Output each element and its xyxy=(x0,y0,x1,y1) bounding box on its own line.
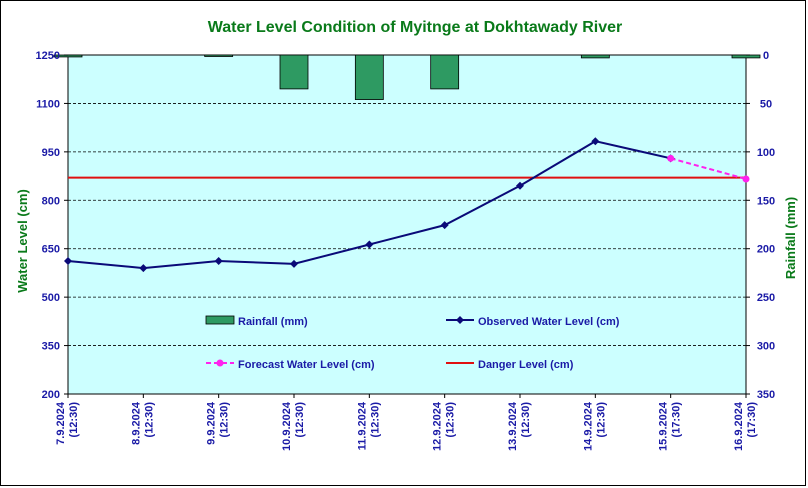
x-tick-time-7: (12:30) xyxy=(595,402,607,438)
x-tick-time-3: (12:30) xyxy=(294,402,306,438)
left-tick-label-800: 800 xyxy=(42,195,60,207)
water-level-lines xyxy=(64,137,750,273)
rainfall-bars xyxy=(53,54,761,100)
x-tick-date-7: 14.9.2024 xyxy=(582,401,594,451)
left-axis-title: Water Level (cm) xyxy=(15,189,30,293)
x-tick-date-5: 12.9.2024 xyxy=(432,401,444,451)
legend-forecast-marker xyxy=(216,359,224,367)
right-tick-label-200: 200 xyxy=(757,244,775,256)
x-tick-time-9: (17:30) xyxy=(746,402,758,438)
rainfall-bar-5 xyxy=(430,54,460,90)
left-tick-label-950: 950 xyxy=(42,147,60,159)
x-axis-ticks: 7.9.2024(12:30) 8.9.2024(12:30) 9.9.2024(1… xyxy=(55,394,758,451)
right-axis-title: Rainfall (mm) xyxy=(783,197,798,279)
left-tick-label-1100: 1100 xyxy=(36,98,60,110)
x-tick-label-9: 16.9.2024(17:30) xyxy=(733,401,758,451)
x-tick-time-0: (12:30) xyxy=(68,402,80,438)
x-tick-date-3: 10.9.2024 xyxy=(281,401,293,451)
x-tick-date-8: 15.9.2024 xyxy=(658,401,670,451)
x-tick-date-9: 16.9.2024 xyxy=(733,401,745,451)
right-tick-label-250: 250 xyxy=(757,292,775,304)
forecast-water-level-line xyxy=(670,157,747,180)
right-tick-label-300: 300 xyxy=(757,341,775,353)
rainfall-bar-2 xyxy=(204,54,234,57)
legend-rainfall-swatch xyxy=(205,315,235,325)
chart-title: Water Level Condition of Myitnge at Dokh… xyxy=(208,19,623,36)
observed-point-6 xyxy=(516,181,524,190)
rainfall-bar-7 xyxy=(580,54,610,59)
forecast-point-1 xyxy=(742,175,750,183)
left-tick-label-200: 200 xyxy=(42,389,60,401)
right-tick-label-0: 0 xyxy=(763,50,769,62)
observed-point-3 xyxy=(290,259,298,268)
x-tick-time-5: (12:30) xyxy=(445,402,457,438)
x-tick-time-6: (12:30) xyxy=(520,402,532,438)
x-tick-label-8: 15.9.2024(17:30) xyxy=(658,401,683,451)
x-tick-label-3: 10.9.2024(12:30) xyxy=(281,401,306,451)
legend-observed-marker xyxy=(456,316,464,324)
observed-point-4 xyxy=(365,240,374,249)
legend: Rainfall (mm) Observed Water Level (cm) … xyxy=(205,315,620,371)
left-tick-label-350: 350 xyxy=(42,341,60,353)
forecast-point-0 xyxy=(667,154,675,162)
right-tick-label-350: 350 xyxy=(757,389,775,401)
observed-point-0 xyxy=(64,256,72,265)
x-tick-label-6: 13.9.2024(12:30) xyxy=(507,401,532,451)
plot-area xyxy=(67,54,747,395)
x-tick-label-5: 12.9.2024(12:30) xyxy=(432,401,457,451)
x-tick-date-1: 8.9.2024 xyxy=(130,401,142,445)
x-tick-time-4: (12:30) xyxy=(369,402,381,438)
legend-rainfall-label: Rainfall (mm) xyxy=(238,316,308,328)
rainfall-bar-4 xyxy=(354,54,384,100)
x-tick-label-0: 7.9.2024(12:30) xyxy=(55,401,80,445)
right-tick-label-100: 100 xyxy=(757,147,775,159)
x-tick-time-2: (12:30) xyxy=(219,402,231,438)
x-tick-label-7: 14.9.2024(12:30) xyxy=(582,401,607,451)
x-tick-label-1: 8.9.2024(12:30) xyxy=(130,401,155,445)
x-tick-date-4: 11.9.2024 xyxy=(356,401,368,450)
x-tick-date-2: 9.9.2024 xyxy=(206,401,218,445)
right-tick-label-50: 50 xyxy=(760,98,772,110)
legend-observed-label: Observed Water Level (cm) xyxy=(478,316,620,328)
x-tick-label-2: 9.9.2024(12:30) xyxy=(206,401,231,445)
observed-point-1 xyxy=(139,264,148,273)
x-tick-date-0: 7.9.2024 xyxy=(55,401,67,445)
left-axis-ticks: 200 350 500 650 800 950 1100 1250 xyxy=(36,50,68,401)
x-tick-label-4: 11.9.2024(12:30) xyxy=(356,401,381,450)
observed-point-2 xyxy=(214,256,223,265)
x-tick-time-1: (12:30) xyxy=(143,402,155,438)
legend-danger-label: Danger Level (cm) xyxy=(478,359,574,371)
legend-forecast-label: Forecast Water Level (cm) xyxy=(238,359,375,371)
x-tick-time-8: (17:30) xyxy=(671,402,683,438)
observed-point-5 xyxy=(440,221,449,230)
observed-point-7 xyxy=(591,137,600,146)
right-tick-label-150: 150 xyxy=(757,195,775,207)
rainfall-bar-3 xyxy=(279,54,309,90)
left-tick-label-1250: 1250 xyxy=(36,50,60,62)
left-tick-label-650: 650 xyxy=(42,244,60,256)
left-tick-label-500: 500 xyxy=(42,292,60,304)
x-tick-date-6: 13.9.2024 xyxy=(507,401,519,451)
right-axis-ticks: 0 50 100 150 200 250 300 350 xyxy=(746,50,775,401)
grid-lines xyxy=(68,103,746,346)
